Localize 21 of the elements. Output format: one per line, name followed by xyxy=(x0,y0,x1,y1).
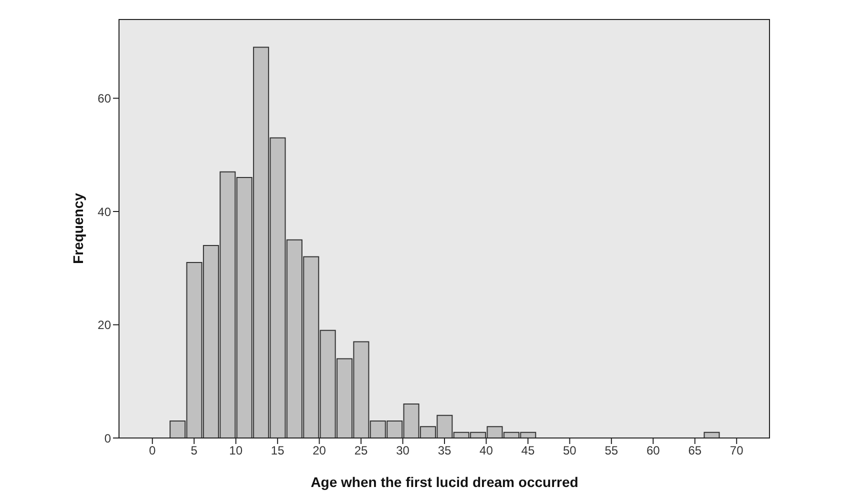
x-tick-label: 30 xyxy=(396,444,410,458)
x-tick-label: 70 xyxy=(730,444,744,458)
y-tick-label: 0 xyxy=(104,431,112,446)
x-tick-label: 65 xyxy=(688,444,702,458)
x-tick-label: 40 xyxy=(480,444,494,458)
y-tick-label: 20 xyxy=(98,318,112,332)
x-tick-label: 20 xyxy=(312,444,326,458)
x-tick-label: 25 xyxy=(354,444,368,458)
x-tick-label: 10 xyxy=(229,444,243,458)
y-axis-title: Frequency xyxy=(70,192,86,264)
x-tick-label: 55 xyxy=(604,444,618,458)
x-tick-label: 35 xyxy=(438,444,452,458)
x-tick-label: 0 xyxy=(149,444,156,458)
x-tick-label: 60 xyxy=(646,444,660,458)
y-tick-label: 40 xyxy=(98,204,112,219)
x-tick-label: 5 xyxy=(190,444,198,458)
y-tick-label: 60 xyxy=(98,92,112,106)
x-axis-title: Age when the first lucid dream occurred xyxy=(310,474,578,490)
x-tick-label: 45 xyxy=(521,444,535,458)
x-tick-label: 15 xyxy=(270,444,285,458)
x-tick-label: 50 xyxy=(563,444,577,458)
